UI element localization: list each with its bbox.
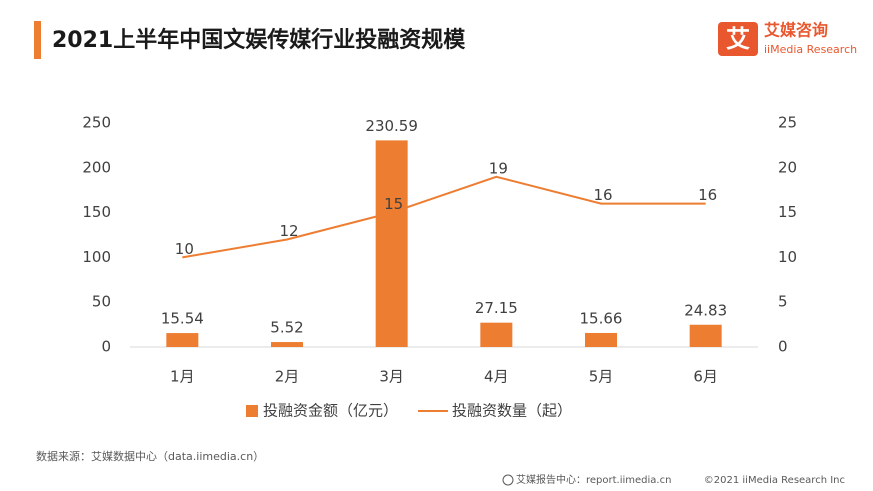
y-tick-label: 150 bbox=[82, 203, 111, 221]
line bbox=[182, 175, 706, 259]
x-tick-label: 3月 bbox=[379, 368, 404, 386]
logo-sub: iiMedia Research bbox=[764, 43, 857, 56]
line-value-label: 15 bbox=[384, 195, 403, 213]
y2-tick-label: 20 bbox=[778, 158, 797, 176]
x-tick-label: 1月 bbox=[170, 368, 195, 386]
legend-swatch bbox=[246, 405, 258, 417]
y-tick-label: 100 bbox=[82, 248, 111, 266]
bar-value-label: 15.66 bbox=[580, 309, 623, 327]
logo-name: 艾媒咨询 bbox=[764, 21, 828, 40]
legend-label: 投融资数量（起） bbox=[452, 402, 572, 420]
logo-box bbox=[718, 22, 758, 56]
y2-tick-label: 25 bbox=[778, 114, 797, 132]
x-tick-label: 4月 bbox=[484, 368, 509, 386]
y-tick-label: 250 bbox=[82, 114, 111, 132]
bar bbox=[480, 322, 513, 347]
x-tick-label: 5月 bbox=[589, 368, 614, 386]
y2-tick-label: 10 bbox=[778, 248, 797, 266]
bar-value-label: 24.83 bbox=[684, 301, 727, 319]
y2-tick-label: 15 bbox=[778, 203, 797, 221]
report: 艾媒报告中心：report.iimedia.cn bbox=[516, 473, 671, 486]
line-value-label: 16 bbox=[698, 186, 717, 204]
x-tick-label: 6月 bbox=[693, 368, 718, 386]
bar bbox=[689, 324, 722, 347]
bar bbox=[166, 333, 199, 347]
title-accent bbox=[34, 21, 41, 59]
line-value-label: 19 bbox=[489, 159, 508, 177]
bar bbox=[585, 332, 617, 347]
y-tick-label: 0 bbox=[101, 338, 111, 356]
chart-title: 2021上半年中国文娱传媒行业投融资规模 bbox=[52, 27, 466, 53]
bar-value-label: 15.54 bbox=[161, 310, 204, 328]
line-value-label: 16 bbox=[593, 186, 612, 204]
report-icon bbox=[502, 474, 514, 486]
bar-value-label: 5.52 bbox=[270, 319, 303, 337]
copyright: ©2021 iiMedia Research Inc bbox=[704, 475, 845, 486]
line-value-label: 12 bbox=[279, 222, 298, 240]
y2-tick-label: 5 bbox=[778, 293, 788, 311]
bar-value-label: 27.15 bbox=[475, 299, 518, 317]
y-tick-label: 50 bbox=[92, 293, 111, 311]
legend-label: 投融资金额（亿元） bbox=[263, 402, 398, 420]
bar bbox=[375, 140, 408, 347]
y-tick-label: 200 bbox=[82, 158, 111, 176]
x-tick-label: 2月 bbox=[275, 368, 300, 386]
y2-tick-label: 0 bbox=[778, 338, 788, 356]
bar-value-label: 230.59 bbox=[365, 117, 418, 135]
bar bbox=[271, 342, 303, 347]
line-value-label: 10 bbox=[175, 240, 194, 258]
source: 数据来源：艾媒数据中心（data.iimedia.cn） bbox=[36, 449, 264, 463]
logo-mark: 艾 bbox=[726, 25, 750, 53]
